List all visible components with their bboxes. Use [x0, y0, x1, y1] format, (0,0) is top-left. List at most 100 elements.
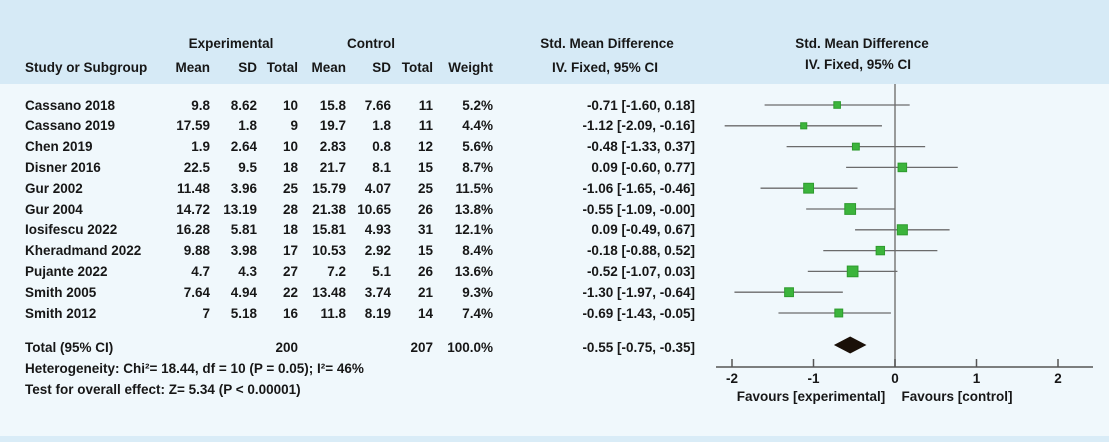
axis-tick-label: 1 [973, 371, 981, 386]
ctl-sd-cell: 4.07 [364, 180, 391, 196]
exp-sd-cell: 13.19 [223, 201, 257, 217]
overall-effect-text: Test for overall effect: Z= 5.34 (P < 0.… [25, 382, 301, 397]
ci-text-cell: 0.09 [-0.60, 0.77] [591, 159, 695, 175]
col-header-ctl-mean: Mean [311, 60, 346, 75]
exp-mean-cell: 22.5 [183, 159, 210, 175]
ctl-total-cell: 11 [418, 118, 433, 134]
weight-cell: 11.5% [455, 180, 493, 196]
total-diamond [833, 336, 867, 354]
ctl-sd-cell: 0.8 [372, 139, 391, 155]
ctl-sd-cell: 4.93 [364, 222, 391, 238]
study-row: Pujante 2022 4.7 4.3 27 7.2 5.1 26 13.6% -0.52 [… [25, 261, 695, 282]
col-header-smd-ci: IV. Fixed, 95% CI [551, 60, 659, 75]
study-row: Gur 2002 11.48 3.96 25 15.79 4.07 25 11.5% -1.06… [25, 178, 695, 199]
study-name-cell: Disner 2016 [25, 159, 101, 175]
exp-total-cell: 18 [282, 222, 298, 238]
ctl-sd-cell: 2.92 [364, 243, 391, 259]
ci-text-cell: -0.52 [-1.07, 0.03] [586, 263, 695, 279]
ctl-total-cell: 26 [417, 201, 433, 217]
axis-tick-label: -1 [807, 371, 819, 386]
ci-text-cell: -1.12 [-2.09, -0.16] [582, 118, 695, 134]
ctl-total-cell: 11 [418, 97, 433, 113]
exp-mean-cell: 9.88 [183, 243, 210, 259]
ctl-sd-cell: 5.1 [372, 263, 391, 279]
study-row: Gur 2004 14.72 13.19 28 21.38 10.65 26 13.8% -0.… [25, 199, 695, 220]
study-name-cell: Cassano 2019 [25, 118, 116, 134]
study-name-cell: Gur 2004 [25, 201, 83, 217]
header-band [0, 0, 1109, 84]
exp-mean-cell: 1.9 [191, 139, 210, 155]
ci-text-cell: -0.18 [-0.88, 0.52] [586, 243, 695, 259]
study-row: Iosifescu 2022 16.28 5.81 18 15.81 4.93 31 12.1… [25, 219, 695, 240]
exp-sd-cell: 8.62 [230, 97, 257, 113]
weight-cell: 8.4% [462, 243, 493, 259]
weight-cell: 13.6% [454, 263, 493, 279]
study-name-cell: Kheradmand 2022 [25, 243, 142, 259]
study-row: Smith 2012 7 5.18 16 11.8 8.19 14 7.4% -0.69 [-1… [25, 303, 695, 324]
effect-marker [834, 308, 844, 318]
study-name-cell: Iosifescu 2022 [25, 222, 118, 238]
smd-plot-title: Std. Mean Difference [795, 36, 929, 51]
ctl-total-cell: 31 [417, 222, 433, 238]
weight-cell: 8.7% [462, 159, 493, 175]
ctl-sd-cell: 10.65 [357, 201, 391, 217]
ctl-total-cell: 12 [417, 139, 433, 155]
exp-sd-cell: 4.3 [238, 263, 257, 279]
ci-text-cell: -0.55 [-1.09, -0.00] [582, 201, 695, 217]
exp-sd-cell: 3.96 [230, 180, 257, 196]
ctl-mean-cell: 19.7 [319, 118, 346, 134]
col-header-ctl-total: Total [401, 60, 433, 75]
ci-text-cell: -0.48 [-1.33, 0.37] [586, 139, 695, 155]
effect-marker [846, 265, 859, 278]
study-name-cell: Smith 2012 [25, 305, 97, 321]
ctl-sd-cell: 3.74 [364, 284, 391, 300]
group-header-control: Control [347, 36, 395, 51]
total-exp-total: 200 [275, 340, 298, 355]
favours-control-label: Favours [control] [901, 389, 1012, 404]
study-row: Disner 2016 22.5 9.5 18 21.7 8.1 15 8.7% 0.09 [-… [25, 157, 695, 178]
exp-total-cell: 10 [282, 139, 298, 155]
footer-band [0, 436, 1109, 442]
col-header-ctl-sd: SD [372, 60, 391, 75]
exp-sd-cell: 1.8 [238, 118, 257, 134]
study-row: Kheradmand 2022 9.88 3.98 17 10.53 2.92 15 8.4%… [25, 240, 695, 261]
col-header-exp-mean: Mean [175, 60, 210, 75]
smd-plot-subtitle: IV. Fixed, 95% CI [804, 57, 912, 72]
axis-tick-label: 0 [891, 371, 899, 386]
effect-marker [896, 224, 908, 236]
study-row: Chen 2019 1.9 2.64 10 2.83 0.8 12 5.6% -0.48 [-1… [25, 136, 695, 157]
weight-cell: 12.1% [454, 222, 493, 238]
col-header-weight: Weight [448, 60, 493, 75]
weight-cell: 7.4% [462, 305, 493, 321]
study-name-cell: Gur 2002 [25, 180, 83, 196]
ctl-mean-cell: 7.2 [327, 263, 346, 279]
exp-mean-cell: 16.28 [176, 222, 210, 238]
weight-cell: 5.2% [462, 97, 493, 113]
ctl-sd-cell: 8.1 [372, 159, 391, 175]
exp-total-cell: 16 [282, 305, 298, 321]
ci-text-cell: -1.30 [-1.97, -0.64] [582, 284, 695, 300]
ctl-mean-cell: 10.53 [312, 243, 346, 259]
total-label: Total (95% CI) [25, 340, 114, 355]
weight-cell: 5.6% [462, 139, 493, 155]
weight-cell: 4.4% [462, 118, 493, 134]
effect-marker [897, 162, 908, 173]
study-name-cell: Chen 2019 [25, 139, 93, 155]
ctl-total-cell: 25 [417, 180, 433, 196]
exp-mean-cell: 7 [202, 305, 210, 321]
axis-tick-label: -2 [726, 371, 738, 386]
exp-sd-cell: 3.98 [230, 243, 257, 259]
exp-sd-cell: 9.5 [238, 159, 257, 175]
ctl-sd-cell: 1.8 [372, 118, 391, 134]
study-row: Cassano 2019 17.59 1.8 9 19.7 1.8 11 4.4% -1.12 … [25, 115, 695, 136]
effect-marker [784, 287, 794, 298]
exp-mean-cell: 7.64 [183, 284, 210, 300]
ci-text-cell: -1.06 [-1.65, -0.46] [582, 180, 695, 196]
ctl-mean-cell: 21.38 [312, 201, 346, 217]
study-name-cell: Smith 2005 [25, 284, 97, 300]
ci-text-cell: -0.69 [-1.43, -0.05] [582, 305, 695, 321]
col-header-exp-sd: SD [238, 60, 257, 75]
exp-total-cell: 9 [290, 118, 298, 134]
ctl-total-cell: 21 [417, 284, 433, 300]
exp-mean-cell: 4.7 [191, 263, 210, 279]
